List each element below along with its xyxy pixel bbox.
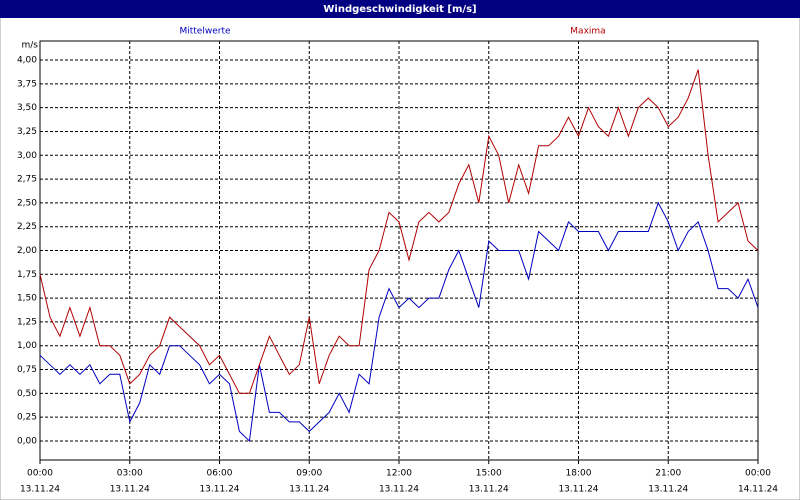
y-tick-label: 0,50 [17,389,37,399]
y-tick-label: 3,50 [17,103,37,113]
legend-label: Mittelwerte [179,27,230,37]
x-tick-label: 00:00 [27,469,53,479]
x-tick-label: 03:00 [117,469,143,479]
x-tick-label: 12:00 [386,469,412,479]
series-line [39,201,759,443]
y-tick-label: 2,25 [17,222,37,232]
y-tick-label: 0,00 [17,436,37,446]
legend-label: Maxima [570,27,605,37]
y-tick-label: 3,25 [17,127,37,137]
y-tick-label: 4,00 [17,56,37,66]
y-tick-label: 1,25 [17,317,37,327]
y-tick-label: 2,50 [17,198,37,208]
y-tick-label: 3,75 [17,79,37,89]
series-line [39,69,759,394]
x-tick-date: 13.11.24 [379,485,419,495]
y-tick-label: 2,75 [17,175,37,185]
title-bar [0,0,800,18]
chart-title: Windgeschwindigkeit [m/s] [323,4,476,15]
y-tick-label: 1,50 [17,294,37,304]
x-tick-label: 21:00 [655,469,681,479]
x-tick-label: 06:00 [207,469,233,479]
x-tick-date: 13.11.24 [469,485,509,495]
x-tick-date: 13.11.24 [110,485,150,495]
x-tick-date: 13.11.24 [289,485,329,495]
x-tick-date: 13.11.24 [648,485,688,495]
y-tick-label: 3,00 [17,151,37,161]
y-tick-label: 1,00 [17,341,37,351]
y-tick-label: 1,75 [17,270,37,280]
x-tick-label: 18:00 [566,469,592,479]
x-tick-label: 00:00 [745,469,771,479]
y-tick-label: 2,00 [17,246,37,256]
x-tick-date: 13.11.24 [199,485,239,495]
y-tick-label: 0,25 [17,413,37,423]
x-tick-date: 13.11.24 [558,485,598,495]
x-tick-label: 15:00 [476,469,502,479]
x-tick-label: 09:00 [296,469,322,479]
y-unit: m/s [22,41,39,51]
x-tick-date: 14.11.24 [738,485,778,495]
x-tick-date: 13.11.24 [20,485,60,495]
y-tick-label: 0,75 [17,365,37,375]
